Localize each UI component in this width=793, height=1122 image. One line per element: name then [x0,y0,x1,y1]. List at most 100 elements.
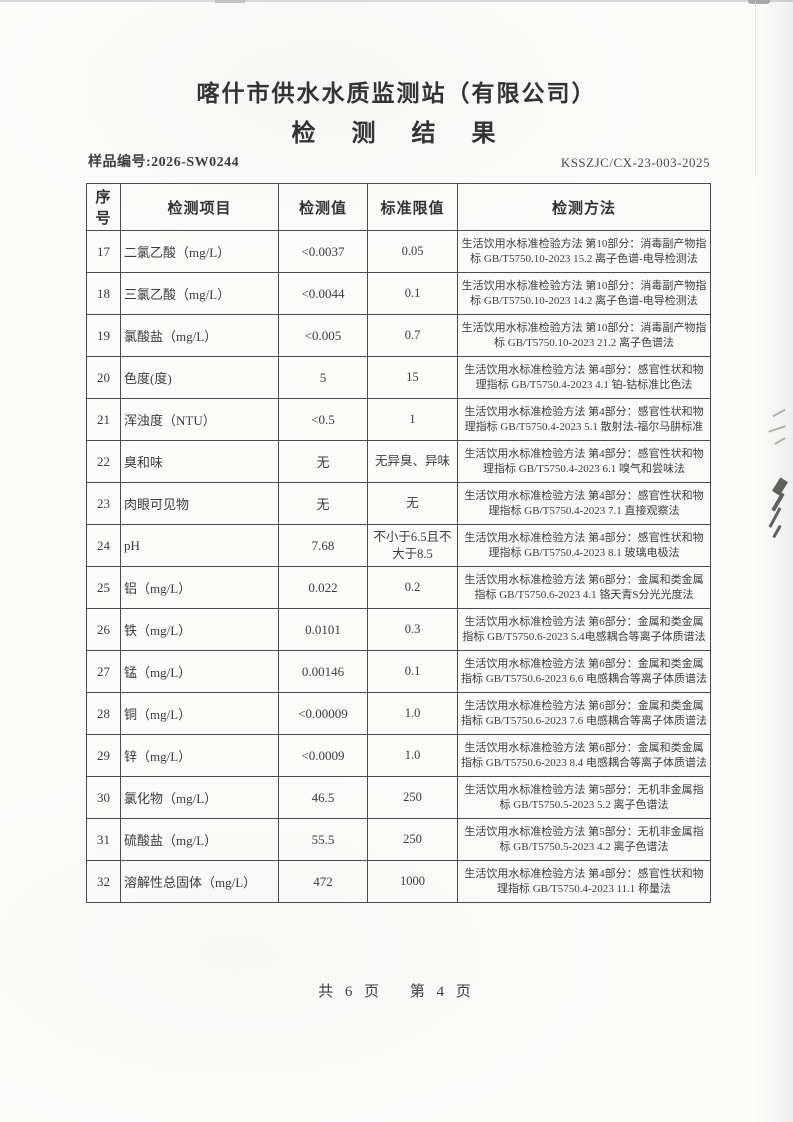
table-header-cell: 检测方法 [457,183,711,231]
cell-limit: 1 [367,398,458,441]
cell-value: 46.5 [278,776,368,819]
table-row: 25 铝（mg/L） 0.022 0.2 生活饮用水标准检验方法 第6部分：金属和类金属… [86,566,711,609]
table-header-cell: 序号 [86,183,121,231]
cell-limit: 0.7 [367,314,458,357]
cell-value: 472 [278,860,368,903]
table-row: 21 浑浊度（NTU） <0.5 1 生活饮用水标准检验方法 第4部分：感官性状和物理指… [86,398,711,441]
cell-limit: 1.0 [367,734,458,777]
cell-limit: 250 [367,776,458,819]
table-row: 31 硫酸盐（mg/L） 55.5 250 生活饮用水标准检验方法 第5部分：无机非金属… [86,818,711,861]
scan-artifact-right-shade [753,0,793,1122]
table-row: 27 锰（mg/L） 0.00146 0.1 生活饮用水标准检验方法 第6部分：金属和类… [86,650,711,693]
results-table: 序号 检测项目 检测值 标准限值 检测方法 17 二氯乙酸（mg/L） <0.0037 0.0… [86,183,711,903]
table-row: 32 溶解性总固体（mg/L） 472 1000 生活饮用水标准检验方法 第4部分：感官… [86,860,711,903]
table-row: 20 色度(度) 5 15 生活饮用水标准检验方法 第4部分：感官性状和物理指标 GB/… [86,356,711,399]
cell-item: 浑浊度（NTU） [120,398,279,441]
cell-method: 生活饮用水标准检验方法 第6部分：金属和类金属指标 GB/T5750.6-202… [457,608,711,651]
cell-no: 18 [86,272,121,315]
cell-item: 硫酸盐（mg/L） [120,818,279,861]
cell-no: 30 [86,776,121,819]
cell-method: 生活饮用水标准检验方法 第4部分：感官性状和物理指标 GB/T5750.4-20… [457,524,711,567]
cell-no: 22 [86,440,121,483]
cell-value: 无 [278,482,368,525]
table-row: 23 肉眼可见物无无生活饮用水标准检验方法 第4部分：感官性状和物理指标 GB/T… [86,482,711,525]
cell-no: 21 [86,398,121,441]
cell-method: 生活饮用水标准检验方法 第6部分：金属和类金属指标 GB/T5750.6-202… [457,734,711,777]
organization-title: 喀什市供水水质监测站（有限公司） [196,81,597,107]
cell-method: 生活饮用水标准检验方法 第6部分：金属和类金属指标 GB/T5750.6-202… [457,566,711,609]
table-header-cell: 检测值 [278,183,368,231]
cell-item: 锌（mg/L） [120,734,279,777]
results-table-body: 17 二氯乙酸（mg/L） <0.0037 0.05 生活饮用水标准检验方法 第10部分… [86,230,711,903]
table-header-row: 序号 检测项目 检测值 标准限值 检测方法 [86,183,711,231]
cell-item: 铝（mg/L） [120,566,279,609]
cell-limit: 0.1 [367,650,458,693]
cell-limit: 0.2 [367,566,458,609]
cell-no: 27 [86,650,121,693]
cell-item: 三氯乙酸（mg/L） [120,272,279,315]
table-row: 24 pH 7.68 不小于6.5且不大于8.5 生活饮用水标准检验方法 第4部分：感官… [86,524,711,567]
cell-value: 无 [278,440,368,483]
cell-value: 0.0101 [278,608,368,651]
cell-limit: 无异臭、异味 [367,440,458,483]
table-row: 28 铜（mg/L） <0.00009 1.0 生活饮用水标准检验方法 第6部分：金属和… [86,692,711,735]
cell-no: 28 [86,692,121,735]
cell-value: 7.68 [278,524,368,567]
scan-artifact-top-edge [0,0,793,2]
cell-item: 色度(度) [120,356,279,399]
page-footer: 共 6 页 第 4 页 [318,984,475,1000]
cell-item: pH [120,524,279,567]
results-table-header: 序号 检测项目 检测值 标准限值 检测方法 [86,183,711,231]
cell-no: 17 [86,230,121,273]
table-header-cell: 检测项目 [120,183,279,231]
scan-artifact-top-tick [748,0,770,4]
cell-limit: 250 [367,818,458,861]
cell-item: 溶解性总固体（mg/L） [120,860,279,903]
cell-method: 生活饮用水标准检验方法 第4部分：感官性状和物理指标 GB/T5750.4-20… [457,860,711,903]
cell-value: 0.022 [278,566,368,609]
meta-row: 样品编号:2026-SW0244 KSSZJC/CX-23-003-2025 [88,151,710,171]
cell-value: 55.5 [278,818,368,861]
table-row: 26 铁（mg/L） 0.0101 0.3 生活饮用水标准检验方法 第6部分：金属和类金… [86,608,711,651]
cell-limit: 无 [367,482,458,525]
cell-value: <0.0044 [278,272,368,315]
cell-method: 生活饮用水标准检验方法 第5部分：无机非金属指标 GB/T5750.5-2023… [457,818,711,861]
cell-item: 臭和味 [120,440,279,483]
cell-method: 生活饮用水标准检验方法 第6部分：金属和类金属指标 GB/T5750.6-202… [457,650,711,693]
cell-value: 0.00146 [278,650,368,693]
cell-item: 肉眼可见物 [120,482,279,525]
table-row: 29 锌（mg/L） <0.0009 1.0 生活饮用水标准检验方法 第6部分：金属和类… [86,734,711,777]
cell-limit: 15 [367,356,458,399]
cell-method: 生活饮用水标准检验方法 第6部分：金属和类金属指标 GB/T5750.6-202… [457,692,711,735]
cell-value: <0.00009 [278,692,368,735]
cell-value: <0.005 [278,314,368,357]
table-row: 30 氯化物（mg/L） 46.5 250 生活饮用水标准检验方法 第5部分：无机非金属… [86,776,711,819]
cell-no: 31 [86,818,121,861]
cell-limit: 0.1 [367,272,458,315]
cell-limit: 1.0 [367,692,458,735]
cell-item: 铜（mg/L） [120,692,279,735]
cell-method: 生活饮用水标准检验方法 第10部分：消毒副产物指标 GB/T5750.10-20… [457,314,711,357]
cell-method: 生活饮用水标准检验方法 第4部分：感官性状和物理指标 GB/T5750.4-20… [457,398,711,441]
cell-no: 25 [86,566,121,609]
cell-no: 19 [86,314,121,357]
cell-no: 26 [86,608,121,651]
cell-method: 生活饮用水标准检验方法 第10部分：消毒副产物指标 GB/T5750.10-20… [457,272,711,315]
cell-no: 24 [86,524,121,567]
cell-method: 生活饮用水标准检验方法 第4部分：感官性状和物理指标 GB/T5750.4-20… [457,356,711,399]
cell-item: 氯化物（mg/L） [120,776,279,819]
cell-value: 5 [278,356,368,399]
cell-item: 氯酸盐（mg/L） [120,314,279,357]
cell-method: 生活饮用水标准检验方法 第5部分：无机非金属指标 GB/T5750.5-2023… [457,776,711,819]
table-row: 17 二氯乙酸（mg/L） <0.0037 0.05 生活饮用水标准检验方法 第10部分… [86,230,711,273]
cell-item: 锰（mg/L） [120,650,279,693]
scan-artifact-right-line [755,2,756,177]
cell-value: <0.5 [278,398,368,441]
cell-no: 23 [86,482,121,525]
document-code: KSSZJC/CX-23-003-2025 [560,155,710,170]
cell-limit: 不小于6.5且不大于8.5 [367,524,458,567]
cell-limit: 0.3 [367,608,458,651]
table-header-cell: 标准限值 [367,183,458,231]
cell-limit: 1000 [367,860,458,903]
cell-item: 二氯乙酸（mg/L） [120,230,279,273]
